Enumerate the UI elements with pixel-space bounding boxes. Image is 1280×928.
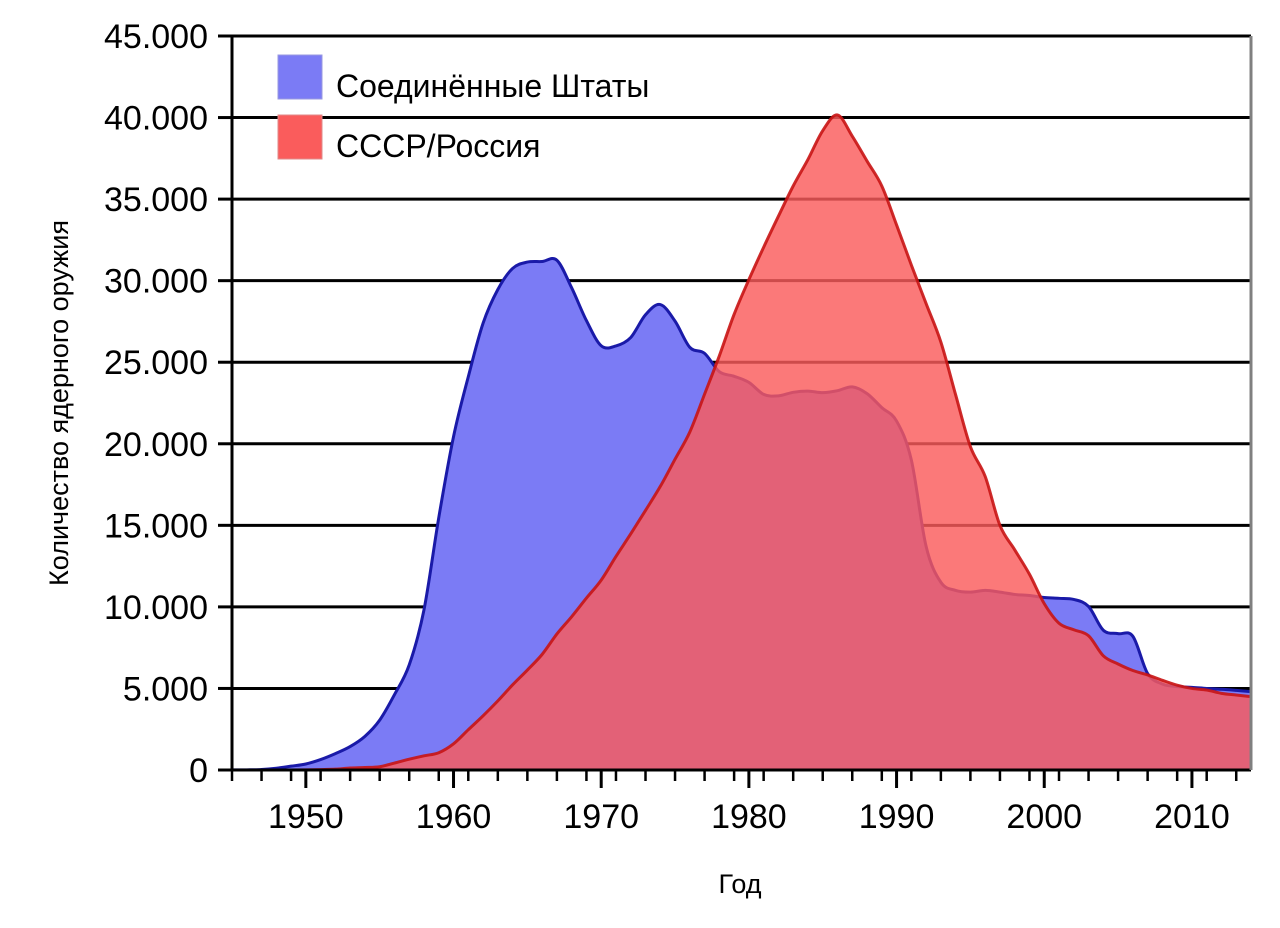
legend-swatch-united-states — [277, 54, 323, 100]
y-tick-label: 15.000 — [104, 507, 208, 545]
y-tick-label: 20.000 — [104, 426, 208, 464]
legend-label-ussr-russia: СССР/Россия — [336, 128, 541, 164]
y-tick-label: 25.000 — [104, 344, 208, 382]
x-tick-label: 2000 — [1006, 798, 1082, 836]
y-tick-label: 35.000 — [104, 181, 208, 219]
legend-label-united-states: Соединённые Штаты — [336, 68, 649, 104]
x-tick-label: 1980 — [711, 798, 787, 836]
y-tick-label: 5.000 — [123, 670, 208, 708]
legend-swatch-ussr-russia — [277, 114, 323, 160]
series-area-ussr-russia — [232, 114, 1251, 770]
series-areas — [231, 113, 1252, 772]
y-tick-label: 40.000 — [104, 100, 208, 138]
x-tick-label: 1970 — [563, 798, 639, 836]
x-tick-label: 1990 — [859, 798, 935, 836]
x-tick-label: 1950 — [268, 798, 344, 836]
y-tick-label: 10.000 — [104, 589, 208, 627]
chart-legend: Соединённые Штаты СССР/Россия — [277, 54, 649, 164]
series-line-ussr-russia — [232, 113, 1252, 772]
x-tick-label: 1960 — [416, 798, 492, 836]
axis-frame — [230, 36, 1253, 772]
x-axis-ticks: 1950 1960 1970 1980 1990 2000 2010 — [230, 770, 1238, 836]
y-tick-label: 45.000 — [104, 18, 208, 56]
y-tick-label: 30.000 — [104, 263, 208, 301]
y-axis-ticks: 0 5.000 10.000 15.000 20.000 25.000 30.000 35.0… — [104, 18, 232, 790]
y-axis-title: Количество ядерного оружия — [44, 220, 74, 586]
x-tick-label: 2010 — [1154, 798, 1230, 836]
y-tick-label: 0 — [189, 752, 208, 790]
x-axis-title: Год — [719, 869, 762, 899]
